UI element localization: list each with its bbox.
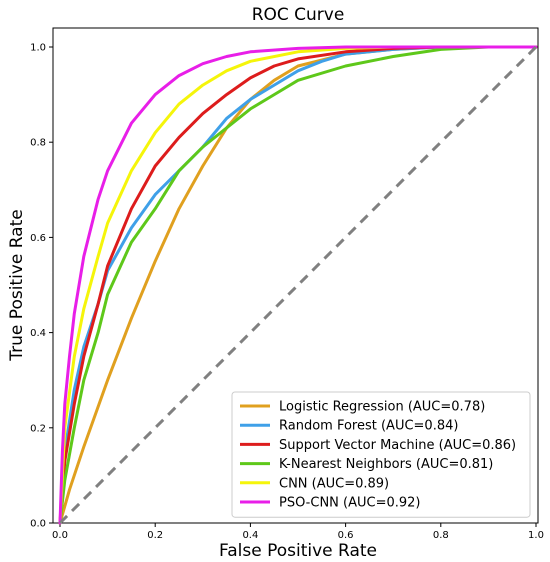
roc-series-line [58,45,538,525]
x-tick-label: 0.4 [242,530,258,541]
x-tick-label: 0.0 [52,530,68,541]
legend-entry: CNN (AUC=0.89) [279,476,389,491]
legend-entry: PSO-CNN (AUC=0.92) [279,496,421,511]
chart-title: ROC Curve [252,5,345,25]
y-tick-label: 0.6 [30,233,46,244]
legend-entry: K-Nearest Neighbors (AUC=0.81) [279,457,493,472]
legend-entry: Random Forest (AUC=0.84) [279,419,458,434]
y-tick-label: 0.0 [30,519,46,530]
x-tick-label: 1.0 [528,530,544,541]
roc-series-line [58,45,538,525]
x-tick-label: 0.2 [147,530,163,541]
x-tick-label: 0.8 [433,530,449,541]
legend-box [231,391,531,518]
x-tick-label: 0.6 [338,530,354,541]
y-tick-label: 0.4 [30,328,46,339]
x-axis-label: False Positive Rate [219,541,377,561]
y-tick-label: 0.2 [30,423,46,434]
legend-entry: Logistic Regression (AUC=0.78) [279,400,485,415]
y-tick-label: 1.0 [30,43,46,54]
legend-entry: Support Vector Machine (AUC=0.86) [279,438,516,453]
y-axis-label: True Positive Rate [7,209,27,361]
y-tick-label: 0.8 [30,138,46,149]
legend: Logistic Regression (AUC=0.78) Random For… [231,391,531,518]
